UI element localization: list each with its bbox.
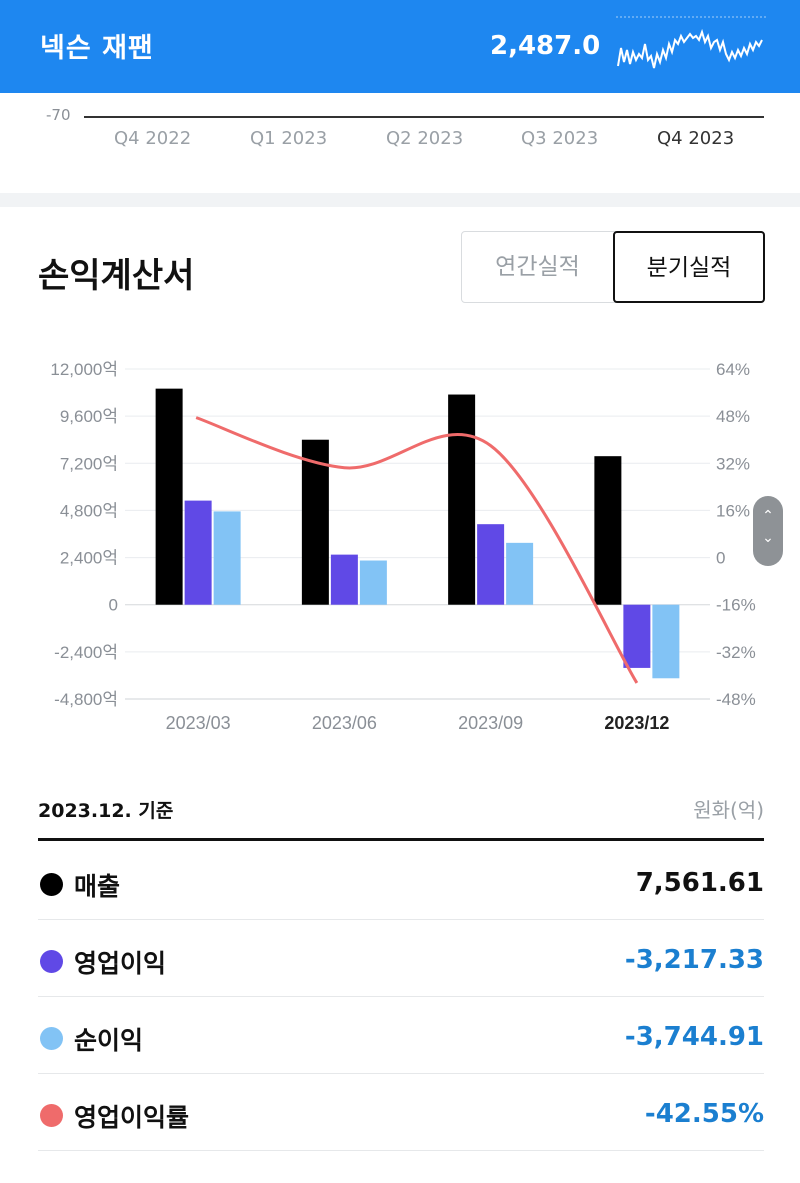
quarter-label: Q3 2023 xyxy=(521,128,599,149)
bar-순이익 xyxy=(359,560,387,605)
scroll-control[interactable]: ⌃ ⌄ xyxy=(753,496,783,566)
row-label: 영업이익 xyxy=(74,949,167,978)
stock-price: 2,487.0 xyxy=(490,31,601,61)
y-right-tick-label: -32% xyxy=(716,643,756,662)
quarter-label-active: Q4 2023 xyxy=(657,128,735,149)
legend-dot-icon xyxy=(40,873,63,896)
y-right-tick-label: 48% xyxy=(716,407,750,426)
bar-순이익 xyxy=(652,604,680,679)
y-left-tick-label: 2,400억 xyxy=(60,549,118,568)
top-bar: 넥슨 재팬 2,487.0 xyxy=(0,0,800,93)
y-right-tick-label: 16% xyxy=(716,501,750,520)
quarter-label: Q2 2023 xyxy=(386,128,464,149)
y-right-tick-label: 64% xyxy=(716,360,750,379)
y-right-tick-label: -48% xyxy=(716,690,756,709)
row-label: 매출 xyxy=(74,872,121,901)
chevron-down-icon[interactable]: ⌄ xyxy=(762,530,774,546)
x-tick-label: 2023/09 xyxy=(458,713,523,733)
y-left-tick-label: 4,800억 xyxy=(60,501,118,520)
stock-name[interactable]: 넥슨 재팬 xyxy=(40,33,154,64)
quarter-label: Q4 2022 xyxy=(114,128,192,149)
axis-min-label: -70 xyxy=(46,106,71,124)
row-value: 7,561.61 xyxy=(635,868,764,898)
tab-annual[interactable]: 연간실적 xyxy=(495,254,580,280)
y-left-tick-label: -4,800억 xyxy=(54,690,118,709)
summary-row-operating-margin: 영업이익률 -42.55% xyxy=(38,1074,764,1151)
summary-header: 2023.12. 기준 원화(억) xyxy=(38,792,764,832)
row-value: -42.55% xyxy=(644,1099,764,1129)
page-title: 손익계산서 xyxy=(38,256,195,296)
summary-row-operating-profit: 영업이익 -3,217.33 xyxy=(38,920,764,997)
legend-dot-icon xyxy=(40,1027,63,1050)
summary-row-revenue: 매출 7,561.61 xyxy=(38,843,764,920)
legend-dot-icon xyxy=(40,1104,63,1127)
basis-date: 2023.12. 기준 xyxy=(38,800,174,822)
divider xyxy=(38,838,764,841)
x-tick-label: 2023/03 xyxy=(166,713,231,733)
bar-매출 xyxy=(155,388,183,605)
section-divider xyxy=(0,193,800,207)
bar-영업이익 xyxy=(330,554,358,605)
bar-순이익 xyxy=(213,511,241,605)
income-statement-chart[interactable]: 12,000억 9,600억 7,200억 4,800억 2,400억 0 -2,400억 -… xyxy=(0,340,800,740)
tab-quarterly[interactable]: 분기실적 xyxy=(613,231,765,303)
y-left-tick-label: 12,000억 xyxy=(50,360,118,379)
period-axis-strip: -70 Q4 2022 Q1 2023 Q2 2023 Q3 2023 Q4 2… xyxy=(0,93,800,193)
y-left-tick-label: 0 xyxy=(109,596,118,615)
bar-매출 xyxy=(594,456,622,605)
y-left-tick-label: -2,400억 xyxy=(54,643,118,662)
summary-row-net-income: 순이익 -3,744.91 xyxy=(38,997,764,1074)
quarter-label: Q1 2023 xyxy=(250,128,328,149)
y-right-tick-label: 32% xyxy=(716,454,750,473)
bar-영업이익 xyxy=(184,500,212,605)
bar-매출 xyxy=(301,439,329,605)
chevron-up-icon[interactable]: ⌃ xyxy=(762,508,774,524)
period-toggle: 연간실적 분기실적 xyxy=(461,231,765,303)
bar-매출 xyxy=(448,394,476,605)
x-tick-label: 2023/06 xyxy=(312,713,377,733)
line-영업이익률 xyxy=(195,416,639,684)
axis-baseline xyxy=(84,116,764,118)
legend-dot-icon xyxy=(40,950,63,973)
sparkline-chart-icon[interactable] xyxy=(616,14,766,74)
currency-unit: 원화(억) xyxy=(693,798,764,822)
row-value: -3,744.91 xyxy=(624,1022,764,1052)
y-right-tick-label: 0 xyxy=(716,549,725,568)
bar-영업이익 xyxy=(477,524,505,605)
row-label: 순이익 xyxy=(74,1026,144,1055)
row-label: 영업이익률 xyxy=(74,1103,190,1132)
row-value: -3,217.33 xyxy=(624,945,764,975)
bar-영업이익 xyxy=(623,604,651,668)
y-right-tick-label: -16% xyxy=(716,596,756,615)
y-left-tick-label: 7,200억 xyxy=(60,454,118,473)
y-left-tick-label: 9,600억 xyxy=(60,407,118,426)
x-tick-label: 2023/12 xyxy=(604,713,669,733)
bar-순이익 xyxy=(506,542,534,605)
